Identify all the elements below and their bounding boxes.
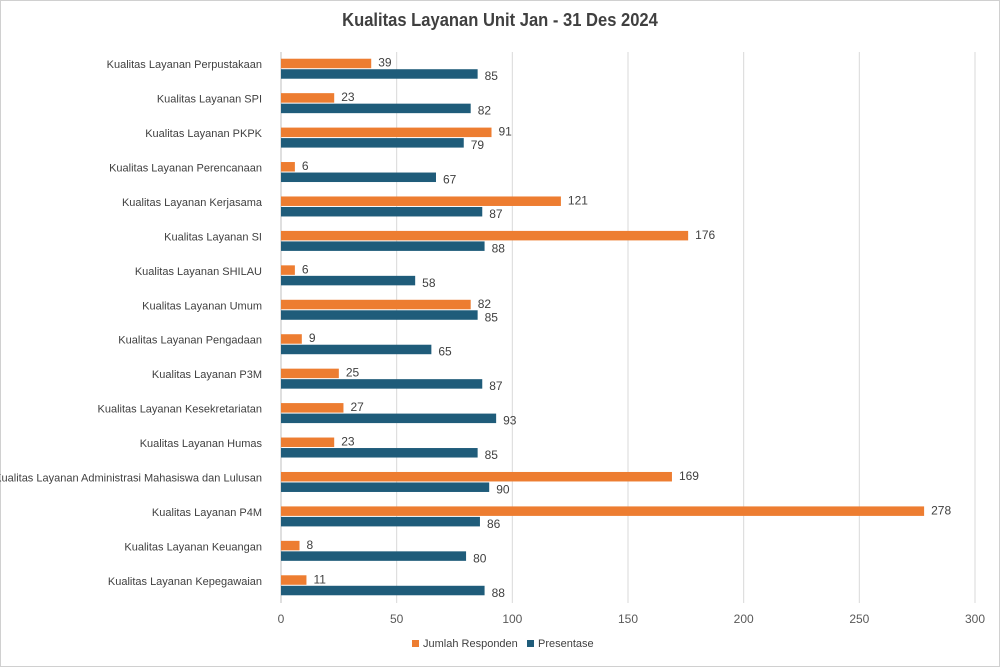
category-label: Kualitas Layanan PKPK (145, 128, 262, 140)
bar-presentase (281, 344, 432, 355)
category-label: Kualitas Layanan Kepegawaian (108, 576, 262, 588)
bar-jumlah-responden (281, 540, 300, 551)
category-label: Kualitas Layanan Umum (142, 300, 262, 312)
data-label: 85 (485, 69, 499, 83)
data-label: 27 (350, 400, 364, 414)
bar-jumlah-responden (281, 93, 335, 103)
data-label: 87 (489, 379, 503, 393)
x-tick-label: 300 (965, 612, 985, 626)
data-label: 82 (478, 104, 492, 118)
bar-jumlah-responden (281, 162, 295, 172)
category-label: Kualitas Layanan P4M (152, 507, 262, 519)
bar-jumlah-responden (281, 299, 471, 310)
data-label: 23 (341, 90, 355, 104)
data-label: 8 (307, 538, 314, 552)
data-label: 88 (492, 586, 506, 600)
x-tick-label: 200 (734, 612, 754, 626)
data-label: 23 (341, 435, 355, 449)
category-label: Kualitas Layanan Administrasi Mahasiswa … (0, 472, 262, 484)
bar-presentase (281, 103, 471, 114)
data-label: 85 (485, 448, 499, 462)
data-label: 90 (496, 482, 510, 496)
data-label: 121 (568, 193, 588, 207)
category-label: Kualitas Layanan SI (164, 231, 262, 243)
x-tick-label: 100 (502, 612, 522, 626)
bar-jumlah-responden (281, 506, 925, 516)
data-label: 88 (492, 241, 506, 255)
bar-jumlah-responden (281, 471, 672, 482)
data-label: 91 (499, 125, 513, 139)
bar-jumlah-responden (281, 334, 302, 344)
bar-presentase (281, 379, 483, 389)
bar-presentase (281, 172, 436, 183)
legend-swatch (412, 640, 419, 647)
bar-jumlah-responden (281, 196, 561, 206)
bar-presentase (281, 310, 478, 320)
category-label: Kualitas Layanan Pengadaan (118, 335, 262, 347)
data-label: 11 (313, 572, 326, 586)
category-label: Kualitas Layanan Keuangan (124, 541, 262, 553)
data-label: 176 (695, 228, 715, 242)
data-label: 6 (302, 262, 309, 276)
data-label: 169 (679, 469, 699, 483)
x-tick-label: 250 (849, 612, 869, 626)
data-label: 6 (302, 159, 309, 173)
bar-presentase (281, 275, 416, 286)
bar-jumlah-responden (281, 230, 689, 241)
bar-presentase (281, 516, 480, 527)
bar-jumlah-responden (281, 575, 307, 585)
bar-jumlah-responden (281, 265, 295, 275)
data-label: 82 (478, 297, 492, 311)
data-label: 86 (487, 517, 501, 531)
bar-presentase (281, 551, 467, 561)
bar-presentase (281, 482, 490, 492)
data-label: 9 (309, 331, 316, 345)
category-label: Kualitas Layanan Kerjasama (122, 197, 263, 209)
category-label: Kualitas Layanan P3M (152, 369, 262, 381)
x-tick-label: 150 (618, 612, 638, 626)
legend-swatch (527, 640, 534, 647)
bar-presentase (281, 585, 485, 596)
data-label: 87 (489, 207, 503, 221)
category-label: Kualitas Layanan Kesekretariatan (98, 404, 263, 416)
data-label: 85 (485, 310, 499, 324)
bar-presentase (281, 413, 497, 424)
bar-presentase (281, 448, 478, 458)
bar-jumlah-responden (281, 58, 372, 69)
x-tick-label: 0 (278, 612, 285, 626)
bar-presentase (281, 69, 478, 79)
bar-jumlah-responden (281, 403, 344, 413)
data-label: 58 (422, 276, 436, 290)
category-label: Kualitas Layanan SPI (157, 94, 262, 106)
x-tick-label: 50 (390, 612, 404, 626)
data-label: 25 (346, 366, 360, 380)
bar-jumlah-responden (281, 368, 339, 379)
category-label: Kualitas Layanan SHILAU (135, 266, 262, 278)
data-label: 278 (931, 503, 951, 517)
category-label: Kualitas Layanan Perencanaan (109, 163, 262, 175)
category-label: Kualitas Layanan Perpustakaan (107, 59, 262, 71)
legend-label: Jumlah Responden (423, 638, 518, 650)
data-label: 93 (503, 414, 517, 428)
bar-presentase (281, 138, 464, 148)
bar-presentase (281, 241, 485, 251)
data-label: 39 (378, 56, 392, 70)
category-label: Kualitas Layanan Humas (140, 438, 263, 450)
bar-presentase (281, 206, 483, 217)
data-label: 65 (438, 345, 452, 359)
data-label: 80 (473, 551, 487, 565)
legend-label: Presentase (538, 638, 594, 650)
bar-jumlah-responden (281, 127, 492, 138)
data-label: 79 (471, 138, 485, 152)
data-label: 67 (443, 173, 457, 187)
bar-jumlah-responden (281, 437, 335, 448)
chart-title: Kualitas Layanan Unit Jan - 31 Des 2024 (342, 10, 658, 30)
